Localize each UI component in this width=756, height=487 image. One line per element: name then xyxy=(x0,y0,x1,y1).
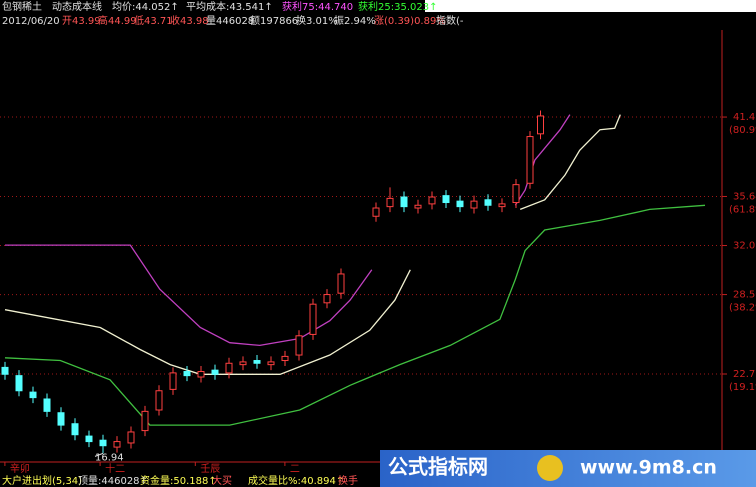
candle-body xyxy=(239,361,247,366)
x-tick-label: 辛卯 xyxy=(10,462,30,475)
watermark-url: www.9m8.cn xyxy=(580,457,717,479)
high: 高44.99 xyxy=(98,14,137,27)
candle-body xyxy=(414,204,422,209)
candle-body xyxy=(211,369,219,375)
candle-body xyxy=(267,361,275,366)
candle-body xyxy=(43,398,51,412)
candle-body xyxy=(225,362,233,374)
plot: 41.42 (80.9%) 35.64 (61.8%) 32.07 28.50 (38.2%… xyxy=(0,110,756,475)
y-tick-label: 41.42 xyxy=(733,112,756,123)
sub-indicator: 大户进出划(5,34) xyxy=(2,474,82,487)
amplitude: 振2.94% xyxy=(334,14,376,27)
candle-body xyxy=(526,136,534,184)
y-tick-label: 22.72 xyxy=(733,369,756,380)
sub-value: 顶量:446028↑ xyxy=(78,475,148,487)
open: 开43.99 xyxy=(62,16,101,27)
change: 涨(0.39)0.89% xyxy=(374,15,446,27)
header: 包钢稀土 动态成本线 均价:44.052↑ 平均成本:43.541↑ 获利75:… xyxy=(2,0,464,487)
candle-body xyxy=(197,371,205,378)
y-tick-percent: (80.9%) xyxy=(729,125,756,136)
candle-body xyxy=(85,435,93,443)
candle-body xyxy=(456,200,464,208)
sub-value: 换手 xyxy=(338,474,358,487)
candle-body xyxy=(442,195,450,204)
cost-line xyxy=(4,114,621,375)
y-tick-label: 32.07 xyxy=(733,241,756,252)
candle-body xyxy=(15,375,23,392)
candle-body xyxy=(99,439,107,447)
watermark-title: 公式指标网 xyxy=(388,455,488,479)
y-tick-percent: (61.8%) xyxy=(729,204,756,215)
turnover: 换3.01% xyxy=(296,14,338,27)
candle-body xyxy=(127,431,135,444)
close: 收43.98 xyxy=(170,14,209,27)
low: 低43.71 xyxy=(134,14,173,27)
avg-cost: 平均成本:43.541↑ xyxy=(186,0,273,13)
candle-body xyxy=(29,391,37,399)
y-tick-percent: (38.2%) xyxy=(729,303,756,314)
candle-body xyxy=(498,203,506,208)
watermark: 公式指标网 www.9m8.cn xyxy=(380,450,756,487)
x-tick-label: 壬辰 xyxy=(200,463,220,475)
candle-body xyxy=(57,412,65,426)
candle-body xyxy=(428,196,436,205)
candle-body xyxy=(281,355,289,362)
y-tick-label: 35.64 xyxy=(733,191,756,202)
candle-body xyxy=(372,207,380,217)
candle-body xyxy=(169,372,177,390)
cost-line xyxy=(5,114,571,347)
candle-body xyxy=(537,115,544,135)
candle-body xyxy=(253,360,261,364)
candle-body xyxy=(337,273,345,294)
header-blank xyxy=(425,0,756,12)
y-tick-percent: (19.1%) xyxy=(729,382,756,393)
x-tick-label: 二 xyxy=(290,464,300,475)
watermark-banner xyxy=(380,450,756,487)
low-label: 16.94 xyxy=(95,452,124,463)
sub-value: 成交量比%:40.894↑ xyxy=(248,474,344,487)
candle-body xyxy=(400,196,408,208)
candle-body xyxy=(155,390,163,411)
x-tick-label: 十二 xyxy=(105,462,125,475)
index: 指数(- xyxy=(436,14,464,27)
profit75: 获利75:44.740 xyxy=(282,1,353,13)
candle-body xyxy=(113,441,121,448)
candle-body xyxy=(323,294,331,304)
stock-name: 包钢稀土 xyxy=(2,0,42,13)
cost-line xyxy=(4,204,706,426)
candle-body xyxy=(309,303,317,335)
candle-body xyxy=(512,184,520,204)
y-tick-label: 28.50 xyxy=(733,290,756,301)
candle-body xyxy=(71,423,79,436)
candle-body xyxy=(386,197,394,208)
candle-body xyxy=(295,335,303,356)
amount: 额197866 xyxy=(250,14,298,27)
low-pointer xyxy=(94,452,104,457)
candle-body xyxy=(183,371,191,377)
watermark-logo xyxy=(537,455,563,481)
candle-body xyxy=(484,199,492,206)
sub-value: 大买 xyxy=(212,474,232,487)
indicator-name: 动态成本线 xyxy=(52,0,102,13)
profit25: 获利25:35.023↑ xyxy=(358,1,437,13)
sub-value: 资金量:50.188↑ xyxy=(140,474,217,487)
date: 2012/06/20 xyxy=(2,16,60,27)
volume: 量446028 xyxy=(206,15,254,27)
candle-body xyxy=(1,366,9,375)
candle-body xyxy=(470,200,478,209)
candle-body xyxy=(141,410,149,432)
avg-price: 均价:44.052↑ xyxy=(112,1,179,13)
